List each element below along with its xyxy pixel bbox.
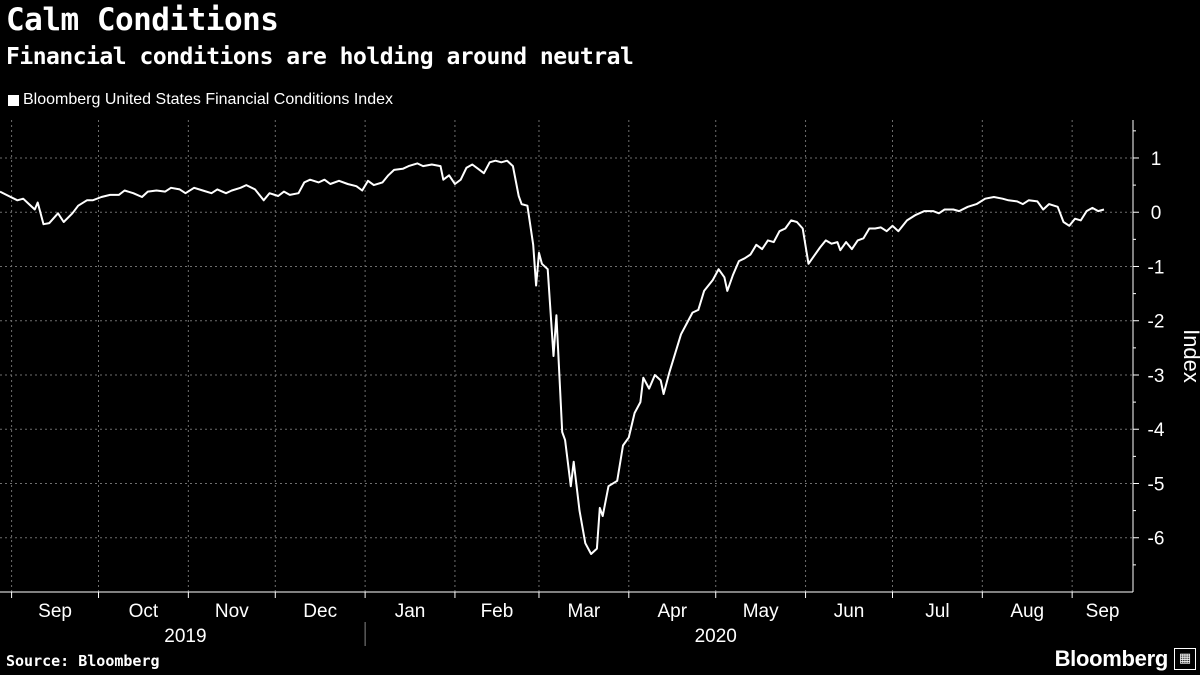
gridlines (0, 120, 1133, 592)
x-tick-label: Sep (1086, 601, 1120, 622)
y-tick-label: -1 (1148, 257, 1165, 278)
x-tick-label: Dec (303, 601, 337, 622)
x-tick-label: Apr (657, 601, 687, 622)
series-layer (0, 159, 1105, 555)
y-tick-label: -4 (1148, 420, 1165, 441)
y-tick-label: -2 (1148, 312, 1165, 333)
chart-bars-icon: ▦ (1174, 648, 1196, 670)
x-year-label: 2019 (164, 626, 206, 647)
x-tick-label: Jun (834, 601, 865, 622)
series-line (0, 159, 1105, 555)
x-tick-label: Nov (215, 601, 249, 622)
x-tick-label: Mar (568, 601, 601, 622)
tick-labels: 1 0 -1 -2 -3 -4 -5 -6 Sep Oct Nov Dec Jan Feb Mar Apr Ma… (38, 149, 1200, 647)
x-tick-label: May (743, 601, 779, 622)
x-tick-label: Jan (395, 601, 426, 622)
y-tick-label: -5 (1148, 474, 1165, 495)
legend-swatch (8, 94, 19, 106)
legend-label: Bloomberg United States Financial Condit… (23, 91, 393, 108)
x-tick-label: Aug (1010, 601, 1044, 622)
chart-title: Calm Conditions (6, 2, 279, 38)
y-tick-label: 1 (1151, 149, 1162, 170)
source-note: Source: Bloomberg (6, 652, 160, 670)
x-tick-label: Jul (925, 601, 949, 622)
y-axis-title: Index (1179, 329, 1200, 383)
x-tick-label: Oct (129, 601, 159, 622)
brand-logo: Bloomberg (1054, 646, 1169, 671)
y-tick-label: -3 (1148, 366, 1165, 387)
x-tick-label: Sep (38, 601, 72, 622)
legend: Bloomberg United States Financial Condit… (8, 91, 393, 109)
y-tick-label: -6 (1148, 529, 1165, 550)
chart-subtitle: Financial conditions are holding around … (6, 44, 634, 70)
x-tick-label: Feb (481, 601, 514, 622)
y-tick-label: 0 (1151, 203, 1162, 224)
x-year-label: 2020 (695, 626, 737, 647)
axes (0, 120, 1139, 646)
